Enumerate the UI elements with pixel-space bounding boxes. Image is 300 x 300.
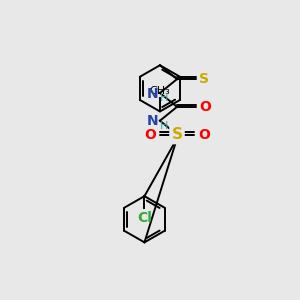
Text: O: O (144, 128, 156, 142)
Text: O: O (198, 128, 210, 142)
Text: H: H (160, 93, 168, 103)
Text: O: O (200, 100, 211, 114)
Text: N: N (147, 115, 158, 128)
Text: CH₃: CH₃ (150, 86, 170, 96)
Text: S: S (200, 72, 209, 86)
Text: S: S (172, 127, 182, 142)
Text: H: H (160, 121, 168, 131)
Text: Cl: Cl (137, 211, 152, 225)
Text: N: N (147, 87, 158, 101)
